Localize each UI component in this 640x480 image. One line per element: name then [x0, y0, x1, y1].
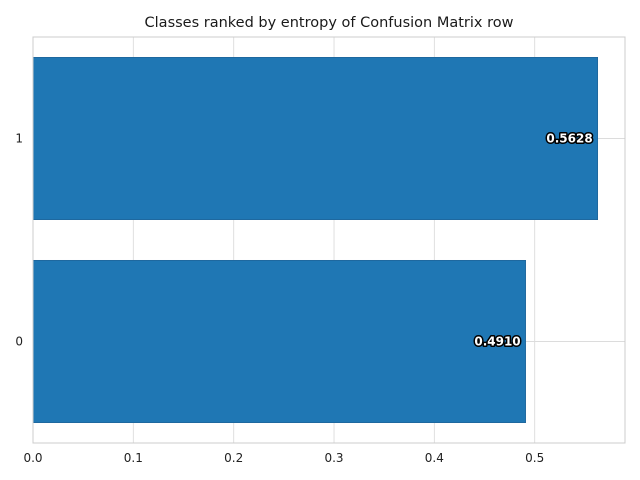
x-tick-label: 0.2	[224, 451, 243, 465]
bars	[32, 56, 599, 423]
bar-0	[32, 259, 526, 423]
x-axis-ticks: 0.0 0.1 0.2 0.3 0.4 0.5	[23, 451, 544, 465]
value-label: 0.4910	[474, 335, 520, 349]
y-tick-label: 0	[15, 335, 23, 349]
y-tick-label: 1	[15, 132, 23, 146]
x-tick-label: 0.5	[525, 451, 544, 465]
y-axis-ticks: 01	[15, 132, 23, 349]
bar-1	[32, 56, 599, 220]
value-labels: 0.4910 0.5628	[473, 130, 594, 350]
chart-title: Classes ranked by entropy of Confusion M…	[145, 15, 514, 31]
x-tick-label: 0.1	[124, 451, 143, 465]
x-tick-label: 0.0	[23, 451, 42, 465]
axes-frame	[32, 36, 626, 444]
x-tick-label: 0.4	[425, 451, 444, 465]
value-label: 0.5628	[546, 132, 592, 146]
x-tick-label: 0.3	[324, 451, 343, 465]
